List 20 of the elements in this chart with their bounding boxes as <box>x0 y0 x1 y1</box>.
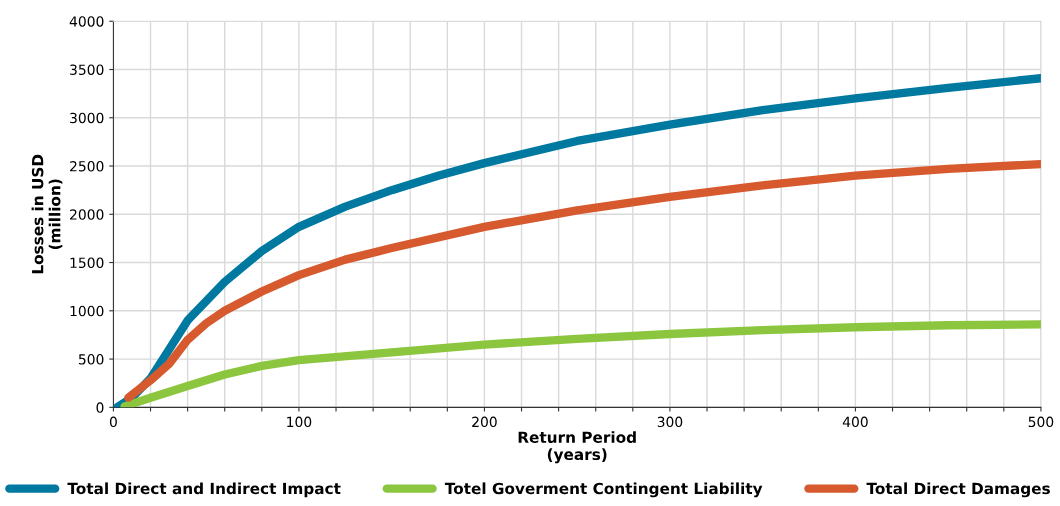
x-axis-title: Return Period (years) <box>518 431 636 464</box>
legend-label: Total Direct Damages <box>866 482 1050 498</box>
x-tick-label: 500 <box>1028 416 1054 428</box>
x-tick-label: 0 <box>109 416 117 428</box>
y-tick-label: 2500 <box>70 161 104 172</box>
y-tick-label: 500 <box>78 354 104 365</box>
y-axis-title: Losses in USD (million) <box>31 154 63 274</box>
legend-label: Totel Goverment Contingent Liability <box>444 482 763 498</box>
y-tick-label: 0 <box>96 402 104 413</box>
y-tick-label: 2000 <box>70 209 104 220</box>
x-tick-label: 200 <box>472 416 497 428</box>
x-tick-label: 400 <box>842 416 868 428</box>
x-tick-label: 100 <box>287 416 312 428</box>
y-tick-label: 3000 <box>70 112 104 124</box>
y-tick-label: 4000 <box>69 16 104 27</box>
y-tick-label: 3500 <box>70 64 104 75</box>
y-tick-label: 1000 <box>70 305 104 317</box>
legend-label: Total Direct and Indirect Impact <box>67 482 341 498</box>
y-tick-label: 1500 <box>70 257 104 269</box>
x-tick-label: 300 <box>657 416 683 428</box>
